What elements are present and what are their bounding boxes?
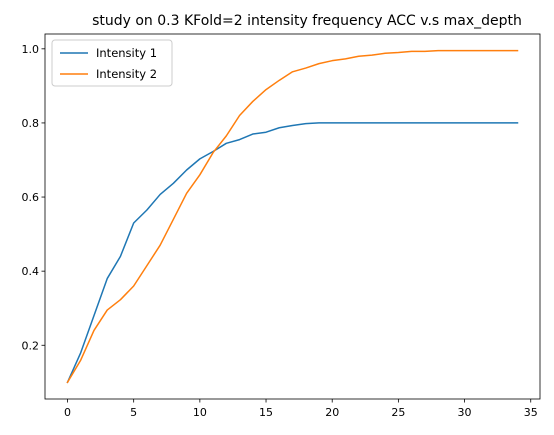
x-tick-label: 20 <box>325 406 339 419</box>
x-tick-label: 0 <box>64 406 71 419</box>
x-tick-label: 25 <box>391 406 405 419</box>
series-line-1 <box>66 122 519 384</box>
y-tick-label: 0.6 <box>22 191 40 204</box>
x-tick-label: 30 <box>458 406 472 419</box>
y-tick-label: 0.2 <box>22 339 40 352</box>
legend-label-2: Intensity 2 <box>96 67 157 81</box>
y-tick-label: 0.4 <box>22 265 40 278</box>
legend-label-1: Intensity 1 <box>96 46 157 60</box>
x-tick-label: 35 <box>524 406 538 419</box>
y-tick-label: 0.8 <box>22 117 40 130</box>
x-tick-label: 10 <box>193 406 207 419</box>
x-tick-label: 15 <box>259 406 273 419</box>
axes: 0 5 10 15 20 25 30 35 0.2 0.4 0.6 0.8 1.0 <box>22 33 541 419</box>
x-tick-label: 5 <box>130 406 137 419</box>
axes-frame <box>44 33 541 400</box>
y-tick-label: 1.0 <box>22 43 40 56</box>
plot-area <box>66 49 519 384</box>
series-line-2 <box>66 49 519 384</box>
legend: Intensity 1 Intensity 2 <box>51 39 173 87</box>
chart-title: study on 0.3 KFold=2 intensity frequency… <box>92 13 522 29</box>
